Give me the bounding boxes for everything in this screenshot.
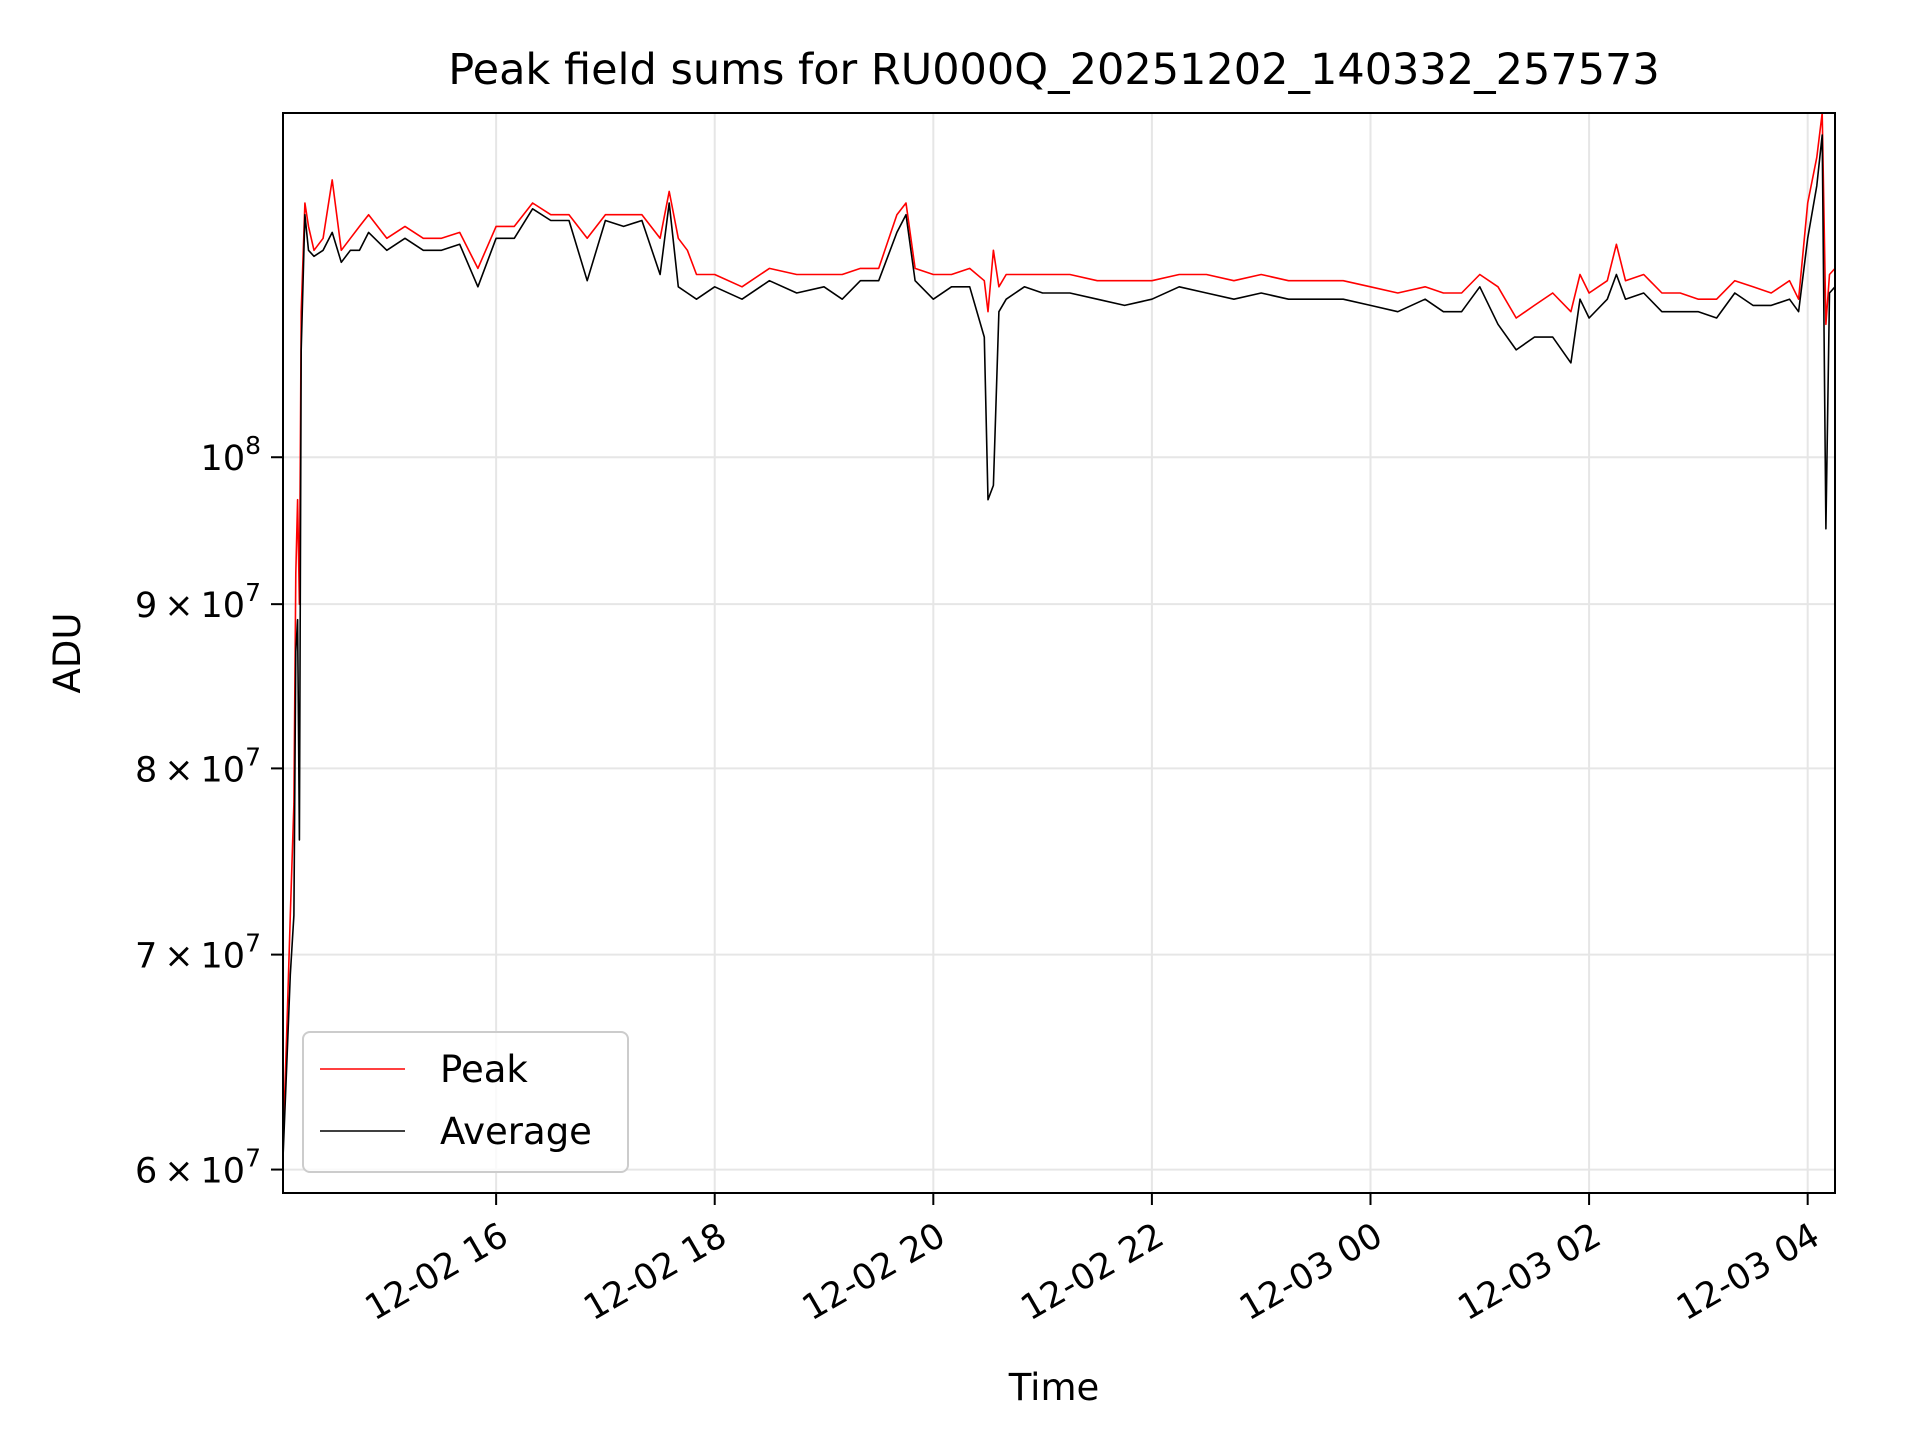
- y-tick-label: 9 × 107: [135, 578, 261, 626]
- y-tick-label: 8 × 107: [135, 742, 261, 790]
- legend-label-average: Average: [440, 1110, 592, 1153]
- y-tick-label: 7 × 107: [135, 929, 261, 977]
- y-axis: 6 × 107 7 × 107 8 × 107 9 × 107 108: [135, 431, 283, 1192]
- axes-frame: [282, 112, 1836, 1194]
- series-line-peak: [282, 112, 1836, 1147]
- x-axis-label: Time: [1008, 1366, 1100, 1409]
- y-tick-label: 108: [201, 431, 261, 479]
- legend-label-peak: Peak: [440, 1048, 528, 1091]
- chart-title: Peak field sums for RU000Q_20251202_1403…: [448, 45, 1660, 95]
- legend-box: [302, 1031, 629, 1173]
- y-axis-label: ADU: [46, 613, 89, 694]
- plot-lines: [282, 112, 1836, 1159]
- y-tick-label: 6 × 107: [135, 1144, 261, 1192]
- series-line-average: [282, 134, 1836, 1159]
- legend: Peak Average: [302, 1031, 629, 1173]
